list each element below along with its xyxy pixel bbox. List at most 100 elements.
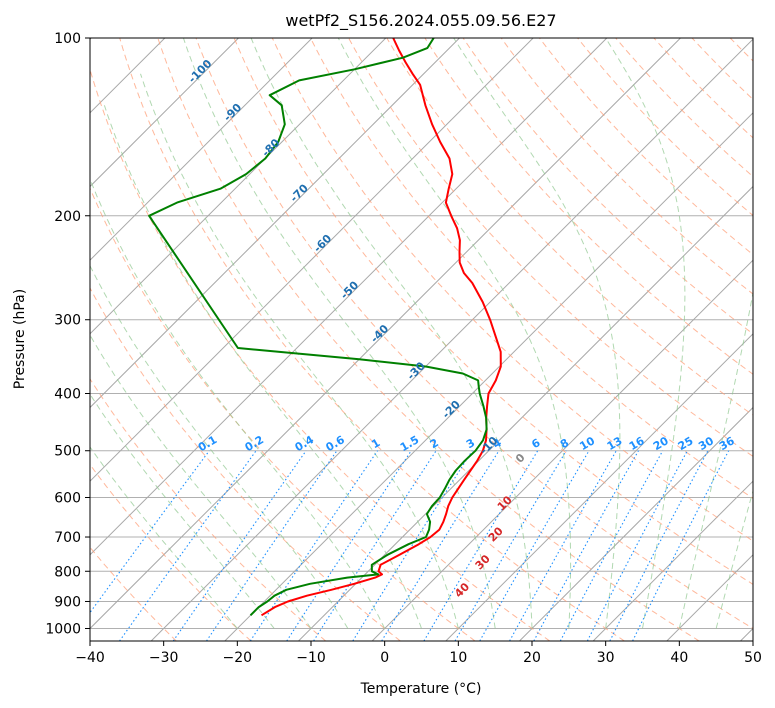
dry-adiabat-line	[653, 38, 753, 139]
mixing-ratio-line	[509, 450, 617, 641]
moist-adiabat-label: 20	[486, 524, 506, 544]
moist-adiabat-label: 40	[452, 580, 472, 600]
moist-adiabat-line	[90, 446, 238, 629]
y-tick-label: 900	[54, 594, 81, 610]
isotherm-line	[90, 38, 239, 188]
moist-adiabat-line	[337, 38, 572, 629]
moist-adiabat-label: 0	[513, 451, 528, 466]
moist-adiabat-line	[605, 38, 686, 629]
mixing-ratio-line	[423, 450, 539, 641]
mixing-ratio-line	[586, 450, 688, 641]
x-tick-label: 10	[449, 650, 467, 666]
isotherm-line	[740, 627, 753, 641]
isotherm-line	[90, 38, 313, 261]
moist-adiabat-line	[90, 177, 386, 629]
y-tick-label: 100	[54, 31, 81, 47]
y-tick-label: 200	[54, 209, 81, 225]
isotherm-label: -50	[338, 278, 361, 301]
dry-adiabat-line	[271, 38, 753, 542]
mixing-ratio-label: 2	[428, 436, 441, 451]
moist-adiabat-line	[90, 264, 349, 629]
mixing-ratio-line	[172, 450, 307, 641]
mixing-ratio-label: 3	[464, 436, 477, 451]
mixing-ratio-line	[479, 450, 590, 641]
isotherm-label: -60	[311, 232, 334, 255]
x-tick-label: −40	[75, 650, 105, 666]
dry-adiabat-line	[90, 463, 252, 641]
mixing-ratio-line	[249, 450, 379, 641]
dry-adiabat-line	[90, 186, 476, 641]
dry-adiabat-line	[500, 38, 753, 295]
dry-adiabat-line	[195, 38, 753, 630]
isotherm-line	[519, 406, 753, 641]
isotherm-line	[90, 38, 460, 409]
plot-frame	[89, 37, 754, 642]
x-tick-label: 0	[380, 650, 389, 666]
x-tick-label: 50	[744, 650, 762, 666]
y-tick-label: 600	[54, 490, 81, 506]
mixing-ratio-label: 6	[529, 436, 542, 451]
mixing-ratio-line	[381, 450, 500, 641]
isotherm-label: -70	[288, 181, 311, 204]
isotherm-label: -20	[440, 398, 463, 421]
y-tick-label: 400	[54, 387, 81, 403]
mixing-ratio-line	[609, 450, 709, 641]
dry-adiabat-line	[577, 38, 753, 217]
moist-adiabat-line	[250, 38, 533, 629]
isotherm-line	[90, 38, 387, 335]
isotherm-label: -90	[221, 101, 244, 124]
dry-adiabat-line	[310, 38, 753, 499]
mixing-ratio-line	[632, 450, 730, 641]
dry-adiabat-line	[462, 38, 753, 335]
isotherm-line	[90, 38, 608, 556]
chart-title: wetPf2_S156.2024.055.09.56.E27	[285, 11, 556, 31]
y-tick-label: 300	[54, 313, 81, 329]
moist-adiabat-line	[103, 105, 422, 629]
moist-adiabat-line	[678, 289, 753, 629]
mixing-ratio-line	[533, 450, 639, 641]
isotherm-line	[445, 333, 753, 641]
axis-layer: −40 −30 −20 −10 0 10 20 30 40 5010020030040050060…	[45, 31, 762, 666]
mixing-ratio-line	[90, 450, 210, 614]
isotherm-line	[371, 259, 753, 641]
moist-adiabat-line	[140, 73, 459, 629]
dry-adiabat-line	[615, 38, 753, 178]
y-tick-label: 1000	[45, 621, 81, 637]
data-layer	[148, 38, 502, 617]
grid-layer	[90, 38, 775, 641]
dry-adiabat-line	[90, 377, 327, 641]
x-tick-label: −10	[296, 650, 326, 666]
dry-adiabat-line	[90, 67, 551, 641]
moist-adiabat-label: 10	[495, 493, 515, 513]
moist-adiabat-line	[715, 489, 753, 629]
dry-adiabat-line	[233, 38, 753, 585]
moist-adiabat-line	[453, 38, 621, 629]
moist-adiabat-line	[182, 38, 496, 629]
moist-adiabat-label: 30	[473, 552, 493, 572]
x-tick-label: −30	[149, 650, 179, 666]
y-tick-label: 800	[54, 564, 81, 580]
dry-adiabat-line	[539, 38, 753, 256]
y-tick-label: 700	[54, 530, 81, 546]
x-tick-label: 20	[523, 650, 541, 666]
x-axis-title: Temperature (°C)	[360, 681, 482, 697]
mixing-ratio-line	[119, 450, 257, 641]
dry-adiabat-line	[119, 38, 625, 641]
mixing-ratio-line	[313, 450, 437, 641]
isotherm-label: -40	[368, 322, 391, 345]
x-tick-label: 30	[597, 650, 615, 666]
dry-adiabat-line	[768, 38, 775, 641]
mixing-ratio-line	[206, 450, 338, 641]
mixing-ratio-line	[559, 450, 664, 641]
y-tick-label: 500	[54, 444, 81, 460]
moist-adiabat-line	[90, 393, 275, 629]
moist-adiabat-line	[90, 334, 312, 629]
y-axis-title: Pressure (hPa)	[12, 289, 28, 389]
dry-adiabat-line	[691, 38, 753, 101]
isotherm-line	[150, 38, 753, 641]
x-tick-label: 40	[670, 650, 688, 666]
mixing-ratio-line	[352, 450, 473, 641]
mixing-ratio-line	[286, 450, 412, 641]
isotherm-line	[224, 112, 753, 641]
